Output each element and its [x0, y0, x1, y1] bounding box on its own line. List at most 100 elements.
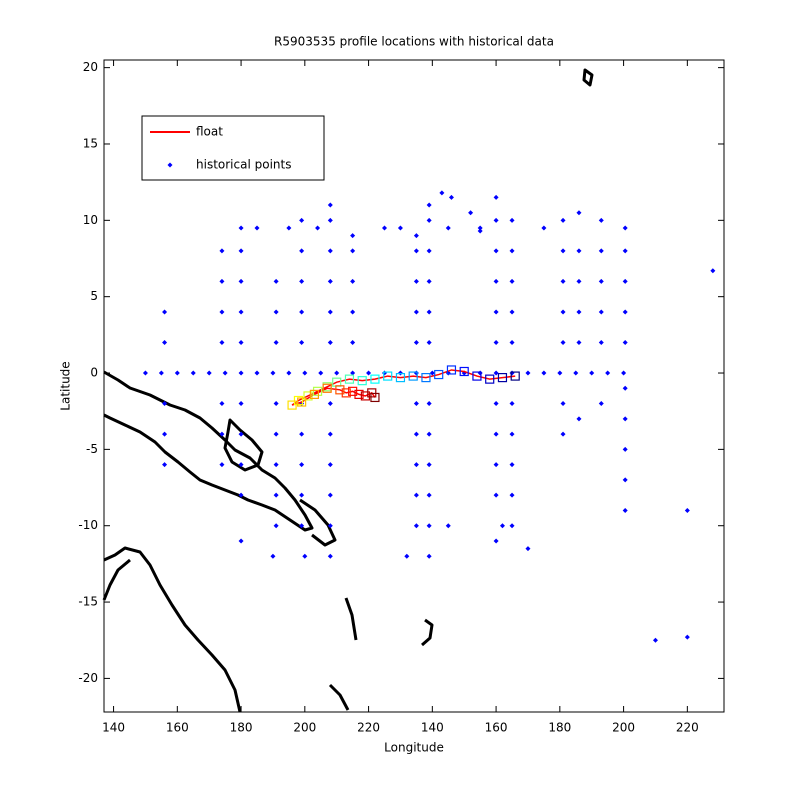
- historical-point: [509, 278, 515, 284]
- historical-point: [426, 309, 432, 315]
- float-track: [291, 369, 516, 406]
- historical-point: [560, 431, 566, 437]
- historical-point: [413, 248, 419, 254]
- y-tick-label: -15: [78, 595, 98, 609]
- historical-point: [493, 248, 499, 254]
- historical-point: [622, 225, 628, 231]
- chart-title: R5903535 profile locations with historic…: [274, 35, 554, 49]
- historical-point: [162, 401, 168, 407]
- historical-point: [621, 370, 627, 376]
- legend-swatch: [167, 162, 173, 168]
- historical-point: [426, 339, 432, 345]
- historical-point: [238, 462, 244, 468]
- historical-point: [254, 225, 260, 231]
- historical-point: [576, 416, 582, 422]
- float-profile: [421, 373, 431, 383]
- historical-point: [238, 225, 244, 231]
- historical-point: [445, 523, 451, 529]
- float-profile: [312, 386, 323, 396]
- historical-point: [493, 401, 499, 407]
- historical-point: [190, 370, 196, 376]
- y-tick-label: 15: [83, 136, 98, 150]
- historical-point: [327, 202, 333, 208]
- historical-point: [710, 268, 716, 274]
- historical-point: [404, 553, 410, 559]
- y-axis-label: Latitude: [59, 361, 73, 410]
- historical-point: [426, 202, 432, 208]
- float-profile: [309, 389, 319, 399]
- historical-point: [286, 225, 292, 231]
- historical-point: [174, 370, 180, 376]
- historical-point: [238, 339, 244, 345]
- float-profile: [472, 371, 482, 381]
- historical-point: [273, 523, 279, 529]
- historical-point: [299, 492, 305, 498]
- historical-point: [426, 278, 432, 284]
- historical-point: [622, 278, 628, 284]
- historical-point: [477, 228, 483, 234]
- historical-point: [302, 370, 308, 376]
- float-profile: [322, 383, 332, 393]
- historical-point: [327, 431, 333, 437]
- historical-point: [426, 492, 432, 498]
- float-profile: [360, 391, 370, 401]
- historical-point: [509, 462, 515, 468]
- historical-point: [605, 370, 611, 376]
- historical-point: [439, 190, 445, 196]
- x-tick-label: 160: [485, 721, 508, 735]
- x-tick-label: 200: [612, 721, 635, 735]
- legend-label: float: [196, 125, 223, 139]
- float-profile: [341, 388, 351, 398]
- historical-point: [560, 309, 566, 315]
- historical-point: [366, 370, 372, 376]
- historical-point: [327, 492, 333, 498]
- float-profile: [287, 400, 297, 410]
- historical-point: [158, 370, 164, 376]
- coastlines: [102, 68, 594, 713]
- historical-point: [413, 401, 419, 407]
- x-tick-label: 140: [102, 721, 125, 735]
- y-tick-label: 20: [83, 60, 98, 74]
- historical-point: [493, 492, 499, 498]
- historical-point: [142, 370, 148, 376]
- float-profile: [370, 392, 380, 403]
- y-tick-label: -10: [78, 518, 98, 532]
- historical-point: [273, 309, 279, 315]
- historical-point: [426, 462, 432, 468]
- historical-point: [238, 309, 244, 315]
- historical-point: [560, 339, 566, 345]
- plot-frame: [103, 59, 725, 713]
- historical-point: [541, 370, 547, 376]
- historical-point: [509, 339, 515, 345]
- historical-point: [509, 217, 515, 223]
- historical-point: [327, 462, 333, 468]
- historical-point: [509, 492, 515, 498]
- historical-point: [426, 523, 432, 529]
- float-profile: [434, 369, 444, 380]
- y-tick-label: 10: [83, 213, 98, 227]
- historical-point: [448, 194, 454, 200]
- historical-point: [219, 278, 225, 284]
- historical-point: [560, 248, 566, 254]
- historical-point: [273, 462, 279, 468]
- historical-point: [509, 431, 515, 437]
- historical-point: [299, 309, 305, 315]
- historical-point: [238, 538, 244, 544]
- historical-point: [468, 210, 474, 216]
- historical-point: [219, 462, 225, 468]
- historical-point: [509, 309, 515, 315]
- historical-point: [162, 339, 168, 345]
- historical-point: [684, 634, 690, 640]
- historical-point: [493, 194, 499, 200]
- historical-point: [273, 492, 279, 498]
- historical-point: [273, 278, 279, 284]
- historical-point: [270, 370, 276, 376]
- historical-point: [162, 462, 168, 468]
- historical-point: [598, 248, 604, 254]
- historical-point: [652, 637, 658, 643]
- historical-point: [382, 225, 388, 231]
- float-profile: [354, 389, 364, 399]
- historical-point: [525, 546, 531, 552]
- historical-point: [327, 401, 333, 407]
